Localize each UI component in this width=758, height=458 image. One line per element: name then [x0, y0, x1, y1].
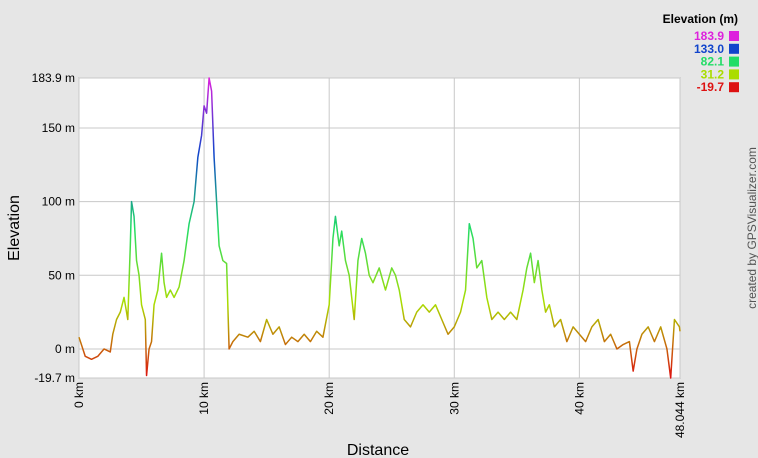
- x-tick-label: 48.044 km: [673, 382, 687, 438]
- legend-label: 133.0: [694, 42, 724, 56]
- legend-swatch: [729, 31, 739, 41]
- x-axis-label: Distance: [347, 442, 409, 458]
- y-tick-label: -19.7 m: [34, 371, 75, 385]
- legend-title: Elevation (m): [663, 12, 738, 26]
- x-tick-label: 30 km: [447, 382, 461, 415]
- legend-label: -19.7: [697, 80, 725, 94]
- x-tick-label: 40 km: [572, 382, 586, 415]
- credit: created by GPSVisualizer.com: [745, 147, 758, 309]
- legend-label: 183.9: [694, 29, 724, 43]
- legend-swatch: [729, 69, 739, 80]
- y-tick-label: 0 m: [55, 342, 75, 356]
- x-tick-label: 10 km: [197, 382, 211, 415]
- x-tick-label: 0 km: [72, 382, 86, 408]
- y-tick-label: 150 m: [42, 121, 75, 135]
- y-tick-label: 183.9 m: [32, 71, 75, 85]
- y-tick-label: 50 m: [48, 268, 75, 282]
- legend-swatch: [729, 43, 739, 54]
- y-axis-label: Elevation: [6, 195, 23, 261]
- elevation-line: [78, 77, 681, 379]
- legend-label: 82.1: [701, 55, 725, 69]
- legend-swatch: [729, 56, 739, 67]
- y-tick-label: 100 m: [42, 195, 75, 209]
- x-tick-label: 20 km: [322, 382, 336, 415]
- legend-label: 31.2: [701, 67, 725, 81]
- legend-swatch: [729, 82, 739, 93]
